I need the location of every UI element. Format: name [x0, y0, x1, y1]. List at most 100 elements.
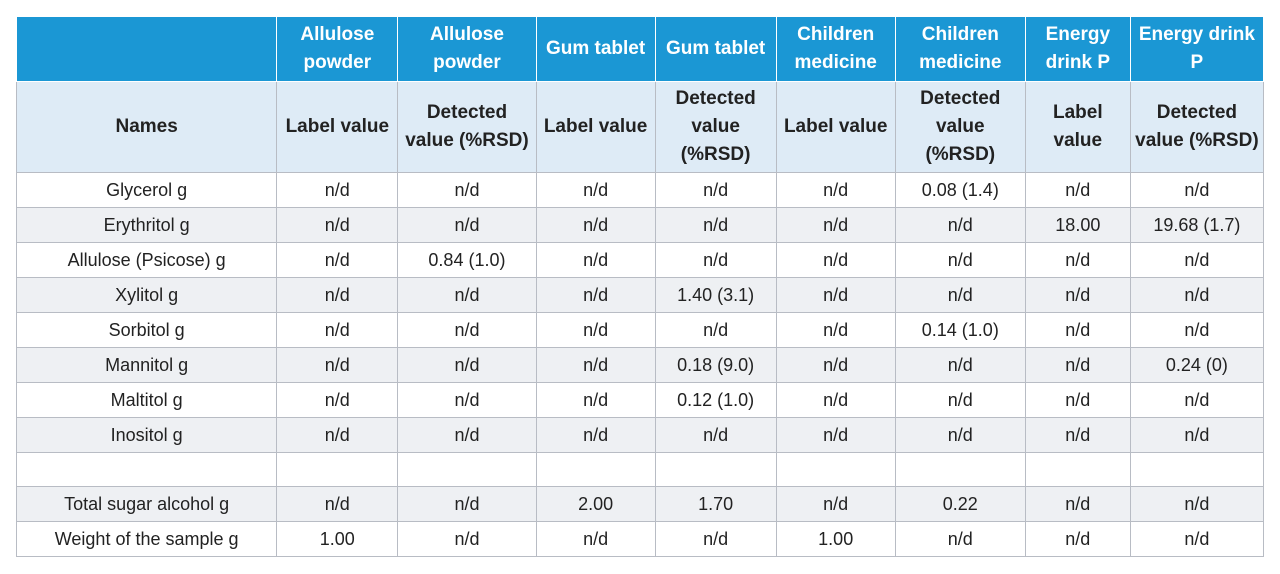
header-sample-gum-tablet-label: Gum tablet [535, 16, 656, 82]
value-cell: n/d [654, 417, 777, 453]
value-cell: n/d [775, 312, 896, 348]
value-cell: n/d [775, 242, 896, 278]
value-cell: n/d [1024, 382, 1131, 418]
value-cell: n/d [397, 277, 537, 313]
value-cell: 0.12 (1.0) [654, 382, 777, 418]
value-cell: n/d [276, 486, 399, 522]
value-cell: n/d [1129, 277, 1265, 313]
table-row: Xylitol g n/d n/d n/d 1.40 (3.1) n/d n/d n/d n/d [15, 277, 1265, 313]
value-cell: n/d [397, 312, 537, 348]
value-cell: n/d [1024, 277, 1131, 313]
value-cell: n/d [1129, 172, 1265, 208]
header-detected-value: Detected value (%RSD) [1129, 81, 1265, 173]
table-row: Sorbitol g n/d n/d n/d n/d n/d 0.14 (1.0) n/d n/… [15, 312, 1265, 348]
value-cell: n/d [1129, 382, 1265, 418]
row-name-cell: Total sugar alcohol g [15, 486, 278, 522]
value-cell [894, 452, 1026, 487]
table-row: Erythritol g n/d n/d n/d n/d n/d n/d 18.00 19.68… [15, 207, 1265, 243]
value-cell [654, 452, 777, 487]
value-cell: n/d [775, 382, 896, 418]
value-cell: n/d [894, 207, 1026, 243]
header-detected-value: Detected value (%RSD) [397, 81, 537, 173]
header-label-value: Label value [276, 81, 399, 173]
row-name-cell: Weight of the sample g [15, 521, 278, 557]
header-sample-energy-drink-label: Energy drink P [1024, 16, 1131, 82]
value-cell: n/d [276, 242, 399, 278]
value-cell: 0.18 (9.0) [654, 347, 777, 383]
value-cell: 18.00 [1024, 207, 1131, 243]
value-cell: n/d [654, 312, 777, 348]
value-cell: n/d [397, 172, 537, 208]
value-cell: n/d [535, 207, 656, 243]
header-sample-gum-tablet-detected: Gum tablet [654, 16, 777, 82]
value-cell [775, 452, 896, 487]
value-cell: n/d [397, 347, 537, 383]
row-name-cell: Allulose (Psicose) g [15, 242, 278, 278]
value-cell: 0.08 (1.4) [894, 172, 1026, 208]
value-cell: n/d [775, 277, 896, 313]
value-cell: n/d [654, 242, 777, 278]
value-cell: n/d [654, 207, 777, 243]
value-cell: n/d [1024, 417, 1131, 453]
header-label-value: Label value [775, 81, 896, 173]
header-detected-value: Detected value (%RSD) [654, 81, 777, 173]
table-row: Total sugar alcohol g n/d n/d 2.00 1.70 n/d 0.… [15, 486, 1265, 522]
value-cell: 2.00 [535, 486, 656, 522]
value-cell: n/d [1129, 417, 1265, 453]
row-name-cell: Xylitol g [15, 277, 278, 313]
value-cell: n/d [276, 382, 399, 418]
header-sample-children-medicine-detected: Children medicine [894, 16, 1026, 82]
value-cell: n/d [775, 486, 896, 522]
value-cell: n/d [1129, 312, 1265, 348]
header-names: Names [15, 81, 278, 173]
value-cell: n/d [535, 347, 656, 383]
value-cell: n/d [775, 172, 896, 208]
value-cell: n/d [397, 207, 537, 243]
value-cell: n/d [397, 486, 537, 522]
value-cell: 1.00 [276, 521, 399, 557]
value-cell: n/d [397, 382, 537, 418]
data-table-container: Allulose powder Allulose powder Gum tabl… [15, 16, 1265, 557]
value-cell: n/d [1129, 521, 1265, 557]
row-name-cell: Inositol g [15, 417, 278, 453]
value-cell: 0.14 (1.0) [894, 312, 1026, 348]
value-cell: n/d [894, 382, 1026, 418]
row-name-cell: Sorbitol g [15, 312, 278, 348]
value-cell: n/d [894, 347, 1026, 383]
value-cell: n/d [276, 417, 399, 453]
value-cell: n/d [1024, 486, 1131, 522]
table-row: Mannitol g n/d n/d n/d 0.18 (9.0) n/d n/d n/d 0.… [15, 347, 1265, 383]
value-cell: n/d [397, 417, 537, 453]
value-cell [1129, 452, 1265, 487]
table-row: Glycerol g n/d n/d n/d n/d n/d 0.08 (1.4) n/d n/… [15, 172, 1265, 208]
header-sample-children-medicine-label: Children medicine [775, 16, 896, 82]
value-cell: n/d [1129, 242, 1265, 278]
value-cell: n/d [1024, 242, 1131, 278]
table-row: Allulose (Psicose) g n/d 0.84 (1.0) n/d n/d n… [15, 242, 1265, 278]
value-cell: n/d [535, 417, 656, 453]
value-cell [397, 452, 537, 487]
header-corner-cell [15, 16, 278, 82]
value-cell: n/d [1024, 347, 1131, 383]
table-row: Inositol g n/d n/d n/d n/d n/d n/d n/d n/d [15, 417, 1265, 453]
value-cell [535, 452, 656, 487]
header-label-value: Label value [535, 81, 656, 173]
value-cell: n/d [775, 347, 896, 383]
value-cell: n/d [894, 242, 1026, 278]
value-cell: 1.00 [775, 521, 896, 557]
header-label-value: Label value [1024, 81, 1131, 173]
sugar-alcohol-table: Allulose powder Allulose powder Gum tabl… [15, 16, 1265, 557]
value-cell: 0.24 (0) [1129, 347, 1265, 383]
row-name-cell: Mannitol g [15, 347, 278, 383]
value-cell: n/d [1129, 486, 1265, 522]
table-header: Allulose powder Allulose powder Gum tabl… [15, 16, 1265, 173]
value-cell [276, 452, 399, 487]
value-cell: n/d [775, 207, 896, 243]
table-row: Weight of the sample g 1.00 n/d n/d n/d 1.00 n… [15, 521, 1265, 557]
value-cell [1024, 452, 1131, 487]
value-cell: n/d [397, 521, 537, 557]
value-cell: n/d [535, 312, 656, 348]
value-cell: 0.22 [894, 486, 1026, 522]
value-cell: 19.68 (1.7) [1129, 207, 1265, 243]
row-name-cell: Maltitol g [15, 382, 278, 418]
